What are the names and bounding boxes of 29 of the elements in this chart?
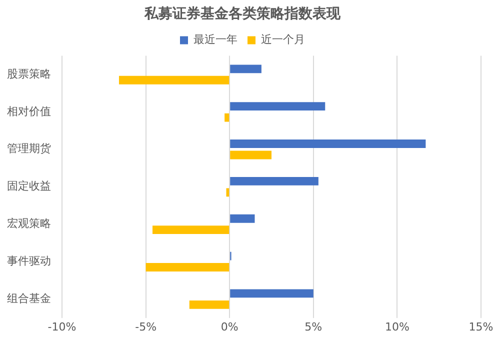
y-tick-label: 相对价值 xyxy=(7,104,51,118)
y-tick-label: 宏观策略 xyxy=(7,217,51,230)
y-tick-label: 固定收益 xyxy=(7,180,51,193)
bar xyxy=(230,176,318,186)
legend-label: 最近一年 xyxy=(194,33,238,46)
x-tick-label: -10% xyxy=(48,320,76,334)
x-tick-label: -5% xyxy=(135,320,157,334)
bar xyxy=(152,226,230,234)
bar xyxy=(230,289,314,298)
y-tick-label: 管理期货 xyxy=(7,142,51,156)
bar xyxy=(230,102,326,111)
x-tick-label: 10% xyxy=(384,320,410,334)
chart-title: 私募证券基金各类策略指数表现 xyxy=(144,6,342,22)
bar xyxy=(189,300,230,309)
x-tick-label: 5% xyxy=(304,320,322,334)
x-tick-label: 0% xyxy=(220,320,238,334)
y-tick-label: 组合基金 xyxy=(7,292,51,305)
bar xyxy=(226,188,230,197)
bar xyxy=(230,64,262,74)
bar xyxy=(224,113,230,122)
bar xyxy=(118,76,230,84)
x-tick-label: 15% xyxy=(468,320,494,334)
y-tick-label: 股票策略 xyxy=(7,67,51,80)
y-tick-label: 事件驱动 xyxy=(7,254,51,268)
bar xyxy=(146,263,230,272)
bar xyxy=(230,150,272,160)
legend-label: 近一个月 xyxy=(261,33,305,46)
bar xyxy=(230,214,255,223)
bar xyxy=(230,140,426,148)
